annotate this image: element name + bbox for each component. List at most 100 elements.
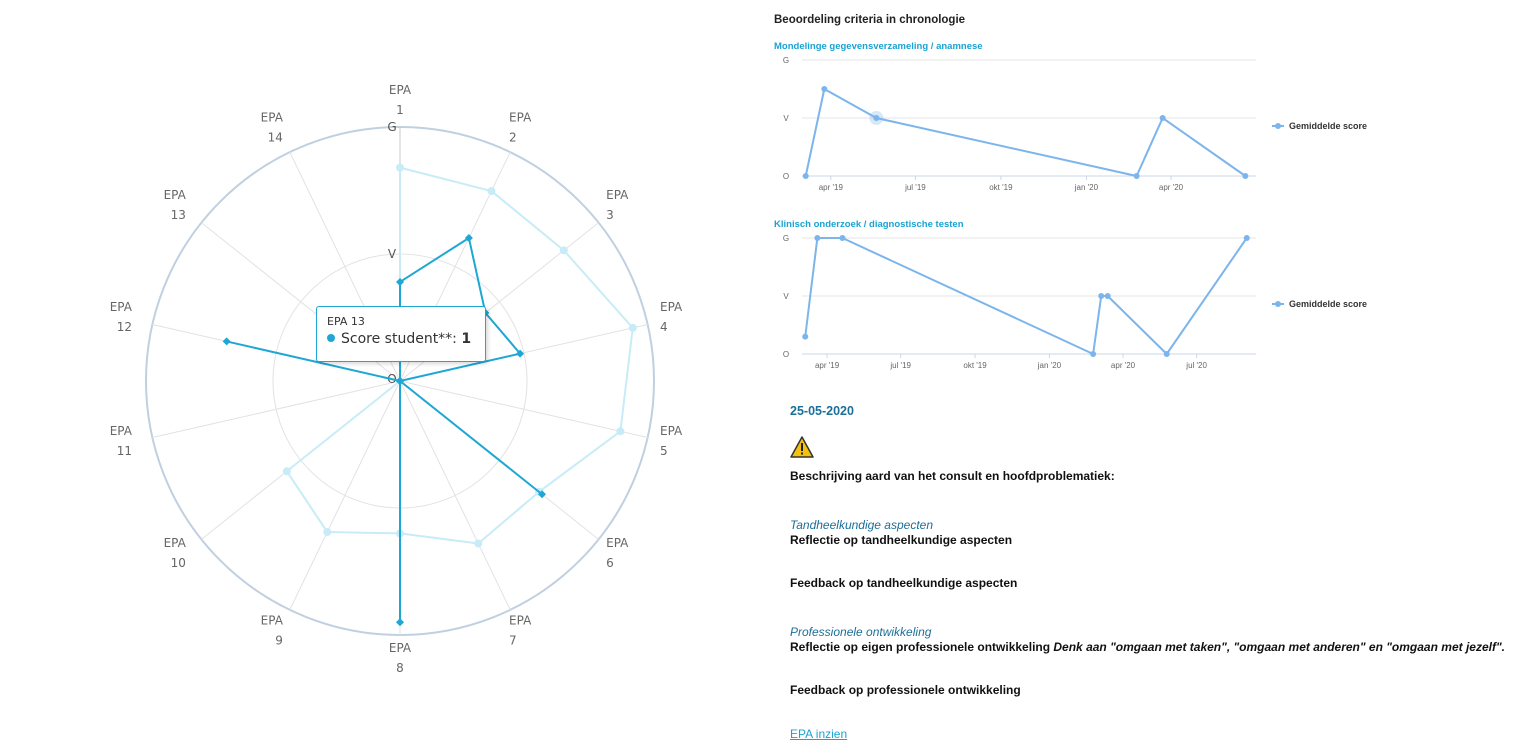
radar-axis-label: EPA 12	[110, 300, 133, 334]
line-x-tick: jul '19	[904, 183, 926, 192]
line-x-tick: apr '19	[819, 183, 844, 192]
line-x-tick: okt '19	[989, 183, 1013, 192]
radar-tooltip: EPA 13 Score student**: 1	[316, 306, 486, 362]
consult-date: 25-05-2020	[790, 404, 854, 418]
tooltip-value: 1	[461, 331, 472, 347]
line-point	[802, 173, 809, 179]
radar-axis-label: EPA 7	[509, 613, 532, 647]
radar-tick-label: G	[387, 120, 396, 134]
line-y-tick: G	[783, 56, 789, 65]
radar-series-2-point	[464, 233, 473, 242]
chart1-title: Mondelinge gegevensverzameling / anamnes…	[774, 41, 983, 52]
section2-reflection: Reflectie op eigen professionele ontwikk…	[790, 640, 1505, 654]
line-x-tick: okt '19	[963, 361, 987, 370]
line-point	[1090, 351, 1097, 357]
line-point	[1098, 293, 1105, 299]
section1-feedback: Feedback op tandheelkundige aspecten	[790, 576, 1018, 590]
radar-tick-label: V	[388, 247, 397, 261]
radar-series-2-point	[396, 377, 404, 385]
radar-series-1-line	[285, 166, 634, 545]
epa-view-link[interactable]: EPA inzien	[790, 727, 848, 741]
line-y-tick: O	[783, 350, 789, 359]
radar-series-1-point	[323, 528, 332, 537]
section1-title: Tandheelkundige aspecten	[790, 518, 934, 532]
radar-axis-label: EPA 11	[110, 424, 133, 458]
radar-series-2-point	[396, 277, 404, 286]
radar-axis-label: EPA 3	[606, 188, 629, 222]
radar-series-1-point	[474, 539, 483, 548]
radar-series-1-point	[396, 163, 404, 172]
line-point	[821, 86, 828, 92]
radar-axis-label: EPA 13	[164, 188, 187, 222]
radar-series-1-point	[487, 187, 496, 196]
radar-spoke	[152, 380, 401, 439]
section2-title: Professionele ontwikkeling	[790, 625, 932, 639]
line-point	[802, 333, 809, 340]
radar-axis-label: EPA 14	[261, 111, 284, 145]
radar-series-1-point	[628, 323, 637, 332]
radar-spoke	[399, 380, 511, 611]
line-point	[839, 235, 846, 241]
radar-series-1-point	[559, 246, 568, 255]
tooltip-series-dot	[327, 334, 335, 342]
line-y-tick: O	[783, 172, 789, 181]
radar-spoke	[289, 380, 401, 611]
radar-series-2-line	[225, 236, 543, 624]
radar-axis-label: EPA 5	[660, 424, 683, 458]
panel-heading: Beoordeling criteria in chronologie	[774, 14, 966, 26]
line-point	[1242, 173, 1249, 179]
warning-icon	[790, 436, 814, 461]
line-y-tick: G	[783, 234, 789, 243]
line-x-tick: jan '20	[1037, 361, 1062, 370]
tooltip-row: Score student**: 1	[327, 331, 475, 347]
radar-series-1-point	[616, 427, 625, 436]
description-label: Beschrijving aard van het consult en hoo…	[790, 469, 1115, 483]
line-point	[814, 235, 821, 241]
legend-symbol-dot	[1275, 123, 1281, 129]
line-point	[1104, 293, 1111, 299]
line-x-tick: apr '20	[1111, 361, 1136, 370]
section2-reflection-text: Reflectie op eigen professionele ontwikk…	[790, 640, 1054, 654]
line-point	[873, 115, 880, 121]
line-x-tick: apr '20	[1159, 183, 1184, 192]
radar-axis-label: EPA 8	[389, 641, 412, 675]
line-x-tick: apr '19	[815, 361, 840, 370]
radar-axis-label: EPA 9	[261, 613, 284, 647]
radar-axis-label: EPA 4	[660, 300, 683, 334]
criteria-panel: Beoordeling criteria in chronologie Mond…	[770, 0, 1530, 756]
radar-axis-label: EPA 10	[164, 536, 187, 570]
legend-label: Gemiddelde score	[1289, 299, 1367, 309]
line-x-tick: jul '20	[1185, 361, 1207, 370]
line-x-tick: jul '19	[889, 361, 911, 370]
chart2-title: Klinisch onderzoek / diagnostische teste…	[774, 219, 964, 230]
radar-series-2-point	[396, 618, 404, 627]
radar-series-1-point	[282, 467, 291, 476]
line-point	[1159, 115, 1166, 121]
line-y-tick: V	[783, 114, 789, 123]
line-point	[1163, 351, 1170, 357]
tooltip-label: Score student**:	[341, 331, 457, 347]
radar-series-2-point	[516, 349, 525, 358]
radar-axis-label: EPA 6	[606, 536, 629, 570]
legend-symbol-dot	[1275, 301, 1281, 307]
radar-spoke	[399, 380, 648, 439]
line-hover-halo	[869, 111, 884, 125]
section2-feedback: Feedback op professionele ontwikkeling	[790, 683, 1021, 697]
line-point	[1243, 235, 1250, 241]
line-series	[804, 88, 1246, 177]
section2-reflection-hint: Denk aan "omgaan met taken", "omgaan met…	[1053, 640, 1505, 654]
radar-series-2-point	[222, 337, 231, 346]
radar-axis-label: EPA 2	[509, 111, 532, 145]
radar-axis-label: EPA 1	[389, 83, 412, 117]
section1-reflection: Reflectie op tandheelkundige aspecten	[790, 533, 1013, 547]
tooltip-title: EPA 13	[327, 315, 365, 328]
line-x-tick: jan '20	[1074, 183, 1099, 192]
line-y-tick: V	[783, 292, 789, 301]
legend-label: Gemiddelde score	[1289, 121, 1367, 131]
line-point	[1133, 173, 1140, 179]
line-series	[804, 237, 1248, 355]
radar-series-2-point	[537, 490, 546, 499]
